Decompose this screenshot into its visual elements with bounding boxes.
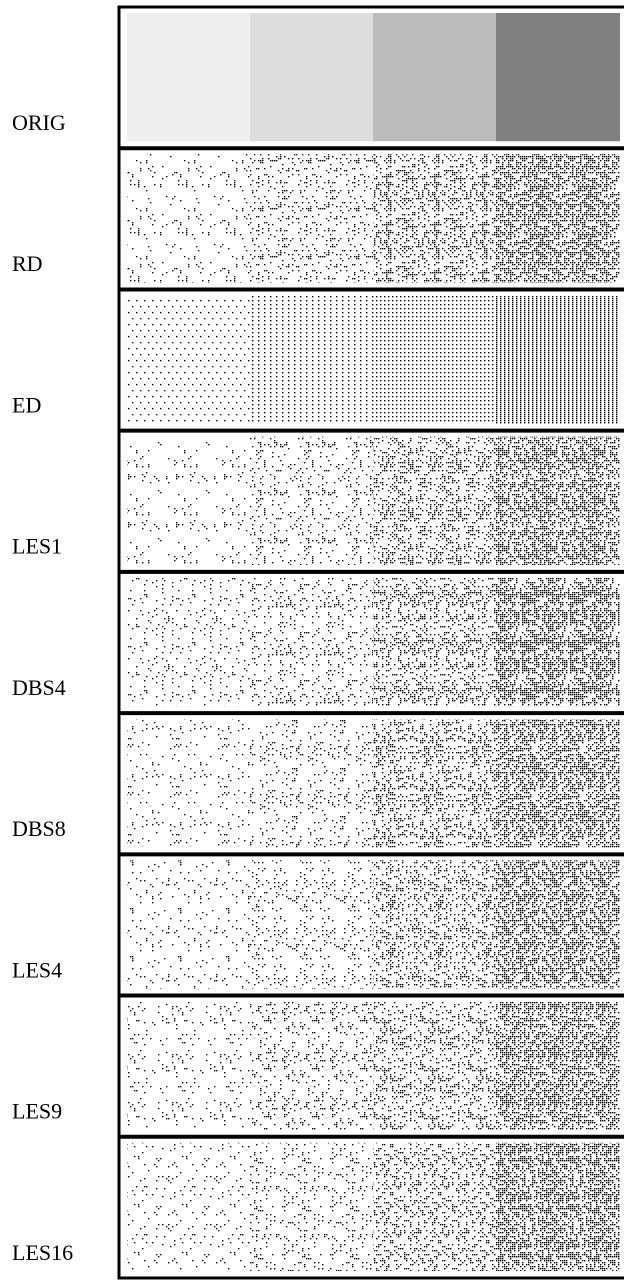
halftone-panel (373, 719, 496, 847)
row-label: LES16 (12, 1240, 73, 1265)
halftone-panel (127, 295, 250, 423)
row-label: ED (12, 392, 41, 417)
row: RD (12, 154, 620, 282)
halftone-panel (496, 437, 620, 565)
halftone-panel (496, 295, 620, 423)
halftone-panel (127, 719, 250, 847)
halftone-panel (250, 719, 373, 847)
halftone-panel (250, 295, 373, 423)
row-label: LES4 (12, 957, 62, 982)
row: LES1 (12, 437, 620, 565)
halftone-panel (373, 860, 496, 988)
row-label: LES1 (12, 534, 62, 559)
halftone-panel (373, 437, 496, 565)
halftone-panel (250, 13, 373, 141)
row: ORIG (12, 13, 620, 141)
row-label: ORIG (12, 110, 66, 135)
halftone-panel (373, 1002, 496, 1130)
row: LES9 (12, 1002, 620, 1130)
halftone-panel (127, 1002, 250, 1130)
halftone-panel (250, 437, 373, 565)
halftone-panel (127, 13, 250, 141)
halftone-panel (496, 719, 620, 847)
row: DBS4 (12, 578, 620, 706)
page: {"figure": {"rows": [ {"label": "ORIG"},… (0, 0, 624, 1280)
row-label: DBS8 (12, 816, 66, 841)
halftone-panel (496, 154, 620, 282)
halftone-panel (127, 1143, 250, 1271)
row: ED (12, 295, 620, 423)
halftone-panel (373, 13, 496, 141)
row: LES4 (12, 860, 620, 988)
halftone-panel (496, 578, 620, 706)
halftone-panel (373, 1143, 496, 1271)
row-label: RD (12, 251, 43, 276)
halftone-panel (373, 154, 496, 282)
halftone-panel (496, 860, 620, 988)
halftone-panel (373, 295, 496, 423)
halftone-panel (250, 578, 373, 706)
halftone-panel (250, 1143, 373, 1271)
row-label: DBS4 (12, 675, 66, 700)
halftone-panel (250, 1002, 373, 1130)
row: LES16 (12, 1143, 620, 1271)
halftone-panel (496, 13, 620, 141)
row-label: LES9 (12, 1099, 62, 1124)
halftone-panel (127, 437, 250, 565)
halftone-panel (127, 578, 250, 706)
halftone-panel (496, 1143, 620, 1271)
figure: ORIG RD ED LES1 DBS4 DBS8 LES4 LES9 LES16 (0, 0, 624, 1280)
halftone-panel (496, 1002, 620, 1130)
halftone-panel (127, 154, 250, 282)
halftone-panel (373, 578, 496, 706)
halftone-panel (127, 860, 250, 988)
halftone-panel (250, 154, 373, 282)
row: DBS8 (12, 719, 620, 847)
halftone-panel (250, 860, 373, 988)
